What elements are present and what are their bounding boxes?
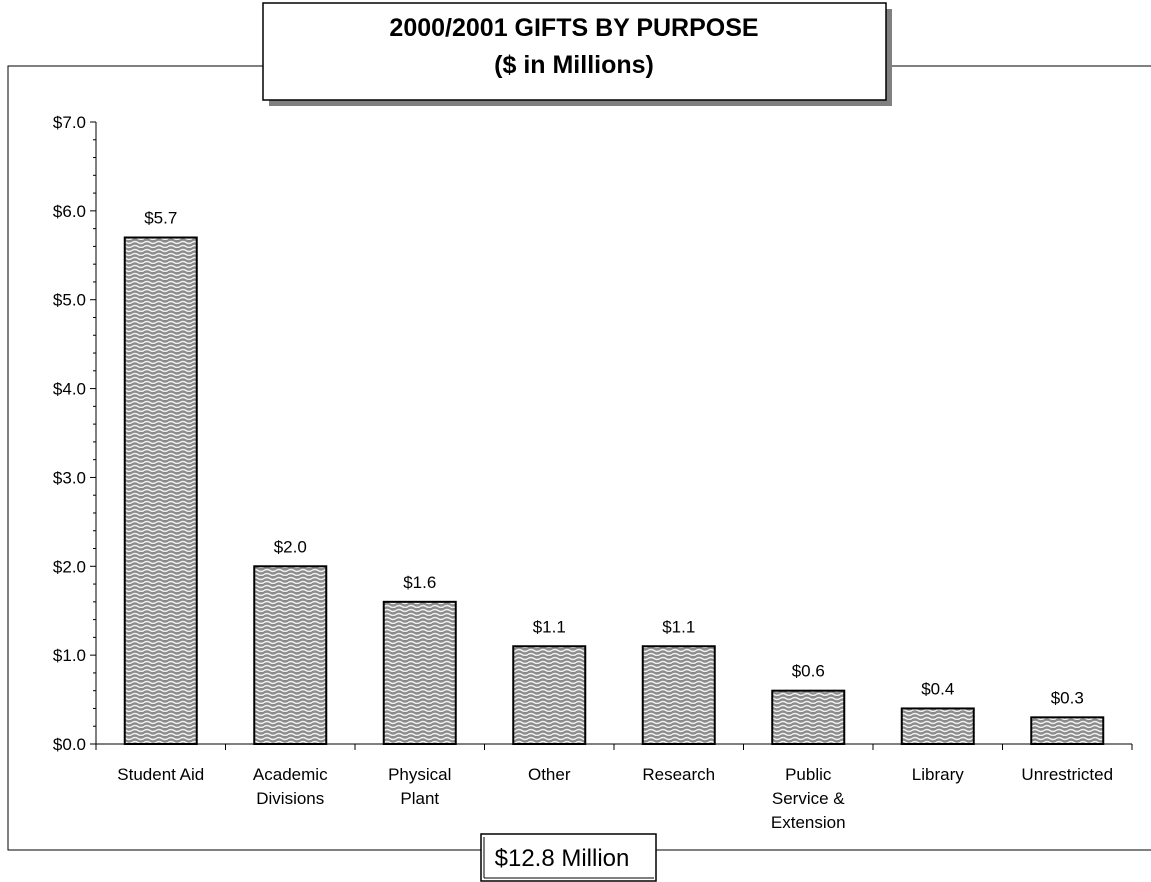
axes: $0.0 $1.0 $2.0 $3.0 $4.0 $5.0 $6.0 $7.0 [53,113,1133,754]
bar-data-label: $1.1 [533,617,566,636]
bar-data-label: $2.0 [274,537,307,556]
bar-data-label: $0.4 [921,679,954,698]
bar-data-label: $1.6 [403,573,436,592]
bar [900,707,975,746]
bar [1030,716,1105,745]
chart-title: 2000/2001 GIFTS BY PURPOSE [389,14,758,42]
bar-data-label: $5.7 [144,209,177,228]
x-category-label: Library [912,765,964,784]
title-box [262,2,887,101]
chart-subtitle: ($ in Millions) [494,51,654,79]
x-category-label: Academic Divisions [253,765,328,808]
x-category-label-line: Extension [771,813,846,832]
y-tick-label: $0.0 [53,735,86,754]
bars: $5.7 Student Aid $2.0 Academic Divisions $1.6… [117,209,1113,832]
bar [382,600,457,745]
total-label: $12.8 Million [495,845,630,872]
y-tick-label: $1.0 [53,646,86,665]
bar [512,645,587,745]
bar [771,689,846,746]
y-tick-label: $5.0 [53,291,86,310]
total-box [480,833,657,882]
x-category-label: Other [528,765,571,784]
y-tick-label: $2.0 [53,557,86,576]
x-category-label-line: Public [785,765,832,784]
x-category-label-line: Unrestricted [1021,765,1113,784]
x-category-label: Research [642,765,715,784]
x-category-label-line: Divisions [256,789,324,808]
bar-data-label: $0.3 [1051,688,1084,707]
bar [123,236,198,745]
x-category-label: Unrestricted [1021,765,1113,784]
x-category-label-line: Service & [772,789,845,808]
x-category-label-line: Research [642,765,715,784]
x-category-label-line: Academic [253,765,328,784]
x-category-label: Student Aid [117,765,204,784]
y-tick-label: $7.0 [53,113,86,132]
x-category-label-line: Plant [400,789,439,808]
x-category-label: Physical Plant [388,765,451,808]
y-tick-label: $3.0 [53,468,86,487]
x-category-label: Public Service & Extension [771,765,846,832]
x-category-label-line: Physical [388,765,451,784]
bar-data-label: $1.1 [662,617,695,636]
bar-data-label: $0.6 [792,662,825,681]
y-tick-label: $6.0 [53,202,86,221]
x-category-label-line: Library [912,765,964,784]
y-tick-label: $4.0 [53,380,86,399]
x-category-label-line: Other [528,765,571,784]
bar [641,645,716,745]
bar [253,565,328,745]
x-category-label-line: Student Aid [117,765,204,784]
